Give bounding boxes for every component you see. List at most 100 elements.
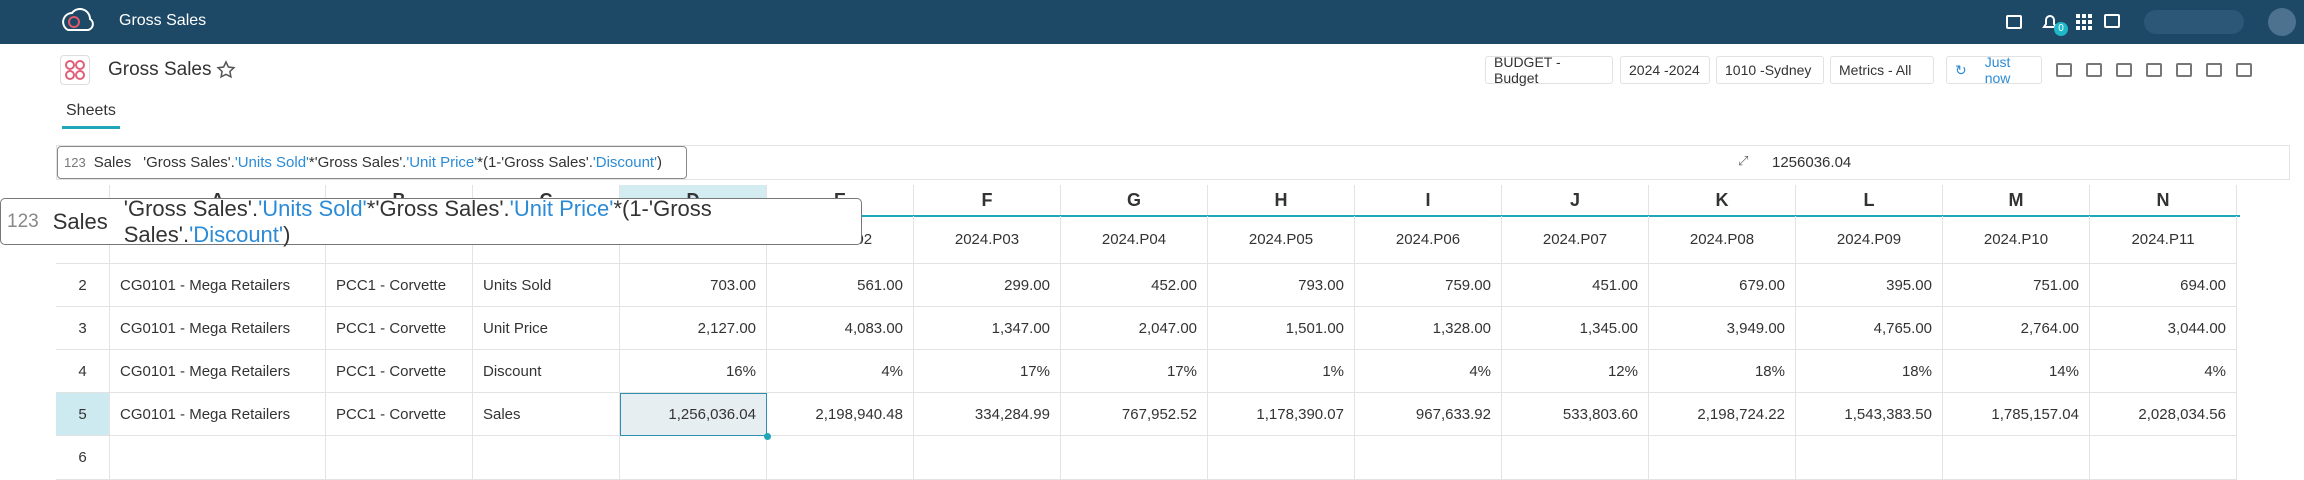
column-header[interactable]: M xyxy=(1943,185,2090,216)
cell[interactable]: 14% xyxy=(1943,350,2090,393)
cell[interactable]: 1,785,157.04 xyxy=(1943,393,2090,436)
cell[interactable]: 2,198,940.48 xyxy=(767,393,914,436)
module-icon[interactable] xyxy=(60,55,90,85)
cell[interactable]: 1,543,383.50 xyxy=(1796,393,1943,436)
cell[interactable]: 561.00 xyxy=(767,264,914,307)
cell[interactable]: 751.00 xyxy=(1943,264,2090,307)
cell[interactable] xyxy=(767,436,914,480)
cell[interactable]: 767,952.52 xyxy=(1061,393,1208,436)
cell[interactable]: 4,083.00 xyxy=(767,307,914,350)
toolbar-icon[interactable] xyxy=(2206,63,2222,77)
cell[interactable]: 4% xyxy=(2090,350,2237,393)
filter-chip[interactable]: BUDGET -Budget xyxy=(1485,54,1613,86)
cell[interactable] xyxy=(110,436,326,480)
cell[interactable]: 2,764.00 xyxy=(1943,307,2090,350)
filter-chip[interactable]: Metrics - All xyxy=(1830,56,1934,84)
cell[interactable]: 759.00 xyxy=(1355,264,1502,307)
cell[interactable] xyxy=(1208,436,1355,480)
toolbar-icon[interactable] xyxy=(2056,63,2072,77)
cell[interactable]: 967,633.92 xyxy=(1355,393,1502,436)
row-number[interactable]: 4 xyxy=(56,350,110,393)
cell[interactable]: 452.00 xyxy=(1061,264,1208,307)
cell[interactable]: 3,949.00 xyxy=(1649,307,1796,350)
cell[interactable]: Unit Price xyxy=(473,307,620,350)
cell[interactable]: 334,284.99 xyxy=(914,393,1061,436)
cell[interactable]: 12% xyxy=(1502,350,1649,393)
cell[interactable]: 395.00 xyxy=(1796,264,1943,307)
sheets-tab[interactable]: Sheets xyxy=(66,102,116,119)
column-header[interactable]: K xyxy=(1649,185,1796,216)
cell[interactable]: 1,347.00 xyxy=(914,307,1061,350)
row-number[interactable]: 6 xyxy=(56,436,110,480)
apps-icon[interactable] xyxy=(2076,14,2092,30)
formula-editor[interactable]: 123 Sales 'Gross Sales'.'Units Sold'*'Gr… xyxy=(57,146,687,179)
column-header[interactable]: J xyxy=(1502,185,1649,216)
cell[interactable]: 2024.P08 xyxy=(1649,216,1796,264)
cell[interactable]: PCC1 - Corvette xyxy=(326,350,473,393)
cell[interactable] xyxy=(1796,436,1943,480)
cell[interactable]: 2,047.00 xyxy=(1061,307,1208,350)
cell[interactable] xyxy=(326,436,473,480)
cell[interactable]: PCC1 - Corvette xyxy=(326,307,473,350)
row-number[interactable]: 2 xyxy=(56,264,110,307)
column-header[interactable]: L xyxy=(1796,185,1943,216)
avatar[interactable] xyxy=(2268,8,2296,36)
cell[interactable]: 17% xyxy=(914,350,1061,393)
toolbar-icon[interactable] xyxy=(2236,63,2252,77)
cell[interactable] xyxy=(1061,436,1208,480)
cell[interactable]: 2024.P06 xyxy=(1355,216,1502,264)
cell[interactable]: CG0101 - Mega Retailers xyxy=(110,393,326,436)
cell[interactable]: 2024.P04 xyxy=(1061,216,1208,264)
column-header[interactable]: F xyxy=(914,185,1061,216)
toolbar-icon[interactable] xyxy=(2176,63,2192,77)
cell[interactable]: 2,028,034.56 xyxy=(2090,393,2237,436)
cell[interactable]: CG0101 - Mega Retailers xyxy=(110,350,326,393)
cell[interactable]: 2,127.00 xyxy=(620,307,767,350)
cell[interactable] xyxy=(1355,436,1502,480)
cell[interactable]: 451.00 xyxy=(1502,264,1649,307)
cell[interactable]: PCC1 - Corvette xyxy=(326,393,473,436)
column-header[interactable]: I xyxy=(1355,185,1502,216)
cell[interactable] xyxy=(914,436,1061,480)
cell[interactable]: 18% xyxy=(1649,350,1796,393)
row-number[interactable]: 3 xyxy=(56,307,110,350)
column-header[interactable]: H xyxy=(1208,185,1355,216)
cell[interactable]: 4,765.00 xyxy=(1796,307,1943,350)
filter-chip[interactable]: 2024 -2024 xyxy=(1620,56,1710,84)
column-header[interactable]: N xyxy=(2090,185,2237,216)
refresh-button[interactable]: ↻ Just now xyxy=(1946,54,2042,86)
cell[interactable]: 2024.P09 xyxy=(1796,216,1943,264)
cell[interactable]: 533,803.60 xyxy=(1502,393,1649,436)
cell[interactable]: PCC1 - Corvette xyxy=(326,264,473,307)
toolbar-icon[interactable] xyxy=(2116,63,2132,77)
cell[interactable]: 2024.P11 xyxy=(2090,216,2237,264)
column-header[interactable]: G xyxy=(1061,185,1208,216)
toolbar-icon[interactable] xyxy=(2086,63,2102,77)
cell[interactable]: 2,198,724.22 xyxy=(1649,393,1796,436)
cell[interactable]: 1,178,390.07 xyxy=(1208,393,1355,436)
cell[interactable]: 16% xyxy=(620,350,767,393)
cell[interactable] xyxy=(1649,436,1796,480)
expand-icon[interactable]: ⤢ xyxy=(1738,153,1749,168)
cell[interactable]: 1,256,036.04 xyxy=(620,393,767,436)
favorite-star[interactable] xyxy=(216,60,236,80)
cell[interactable]: 18% xyxy=(1796,350,1943,393)
cell[interactable]: 2024.P07 xyxy=(1502,216,1649,264)
cell[interactable] xyxy=(1502,436,1649,480)
inbox-icon[interactable] xyxy=(2006,15,2022,29)
cell[interactable]: Discount xyxy=(473,350,620,393)
toolbar-icon[interactable] xyxy=(2146,63,2162,77)
bell-icon[interactable] xyxy=(2040,12,2062,32)
cell[interactable]: 299.00 xyxy=(914,264,1061,307)
cell[interactable]: CG0101 - Mega Retailers xyxy=(110,307,326,350)
cell[interactable]: Units Sold xyxy=(473,264,620,307)
cell[interactable]: 2024.P05 xyxy=(1208,216,1355,264)
cell[interactable]: 694.00 xyxy=(2090,264,2237,307)
cell[interactable] xyxy=(1943,436,2090,480)
cell[interactable] xyxy=(2090,436,2237,480)
cell[interactable]: Sales xyxy=(473,393,620,436)
cell[interactable]: 2024.P03 xyxy=(914,216,1061,264)
cell[interactable]: 793.00 xyxy=(1208,264,1355,307)
cell[interactable] xyxy=(473,436,620,480)
cell[interactable]: 4% xyxy=(1355,350,1502,393)
